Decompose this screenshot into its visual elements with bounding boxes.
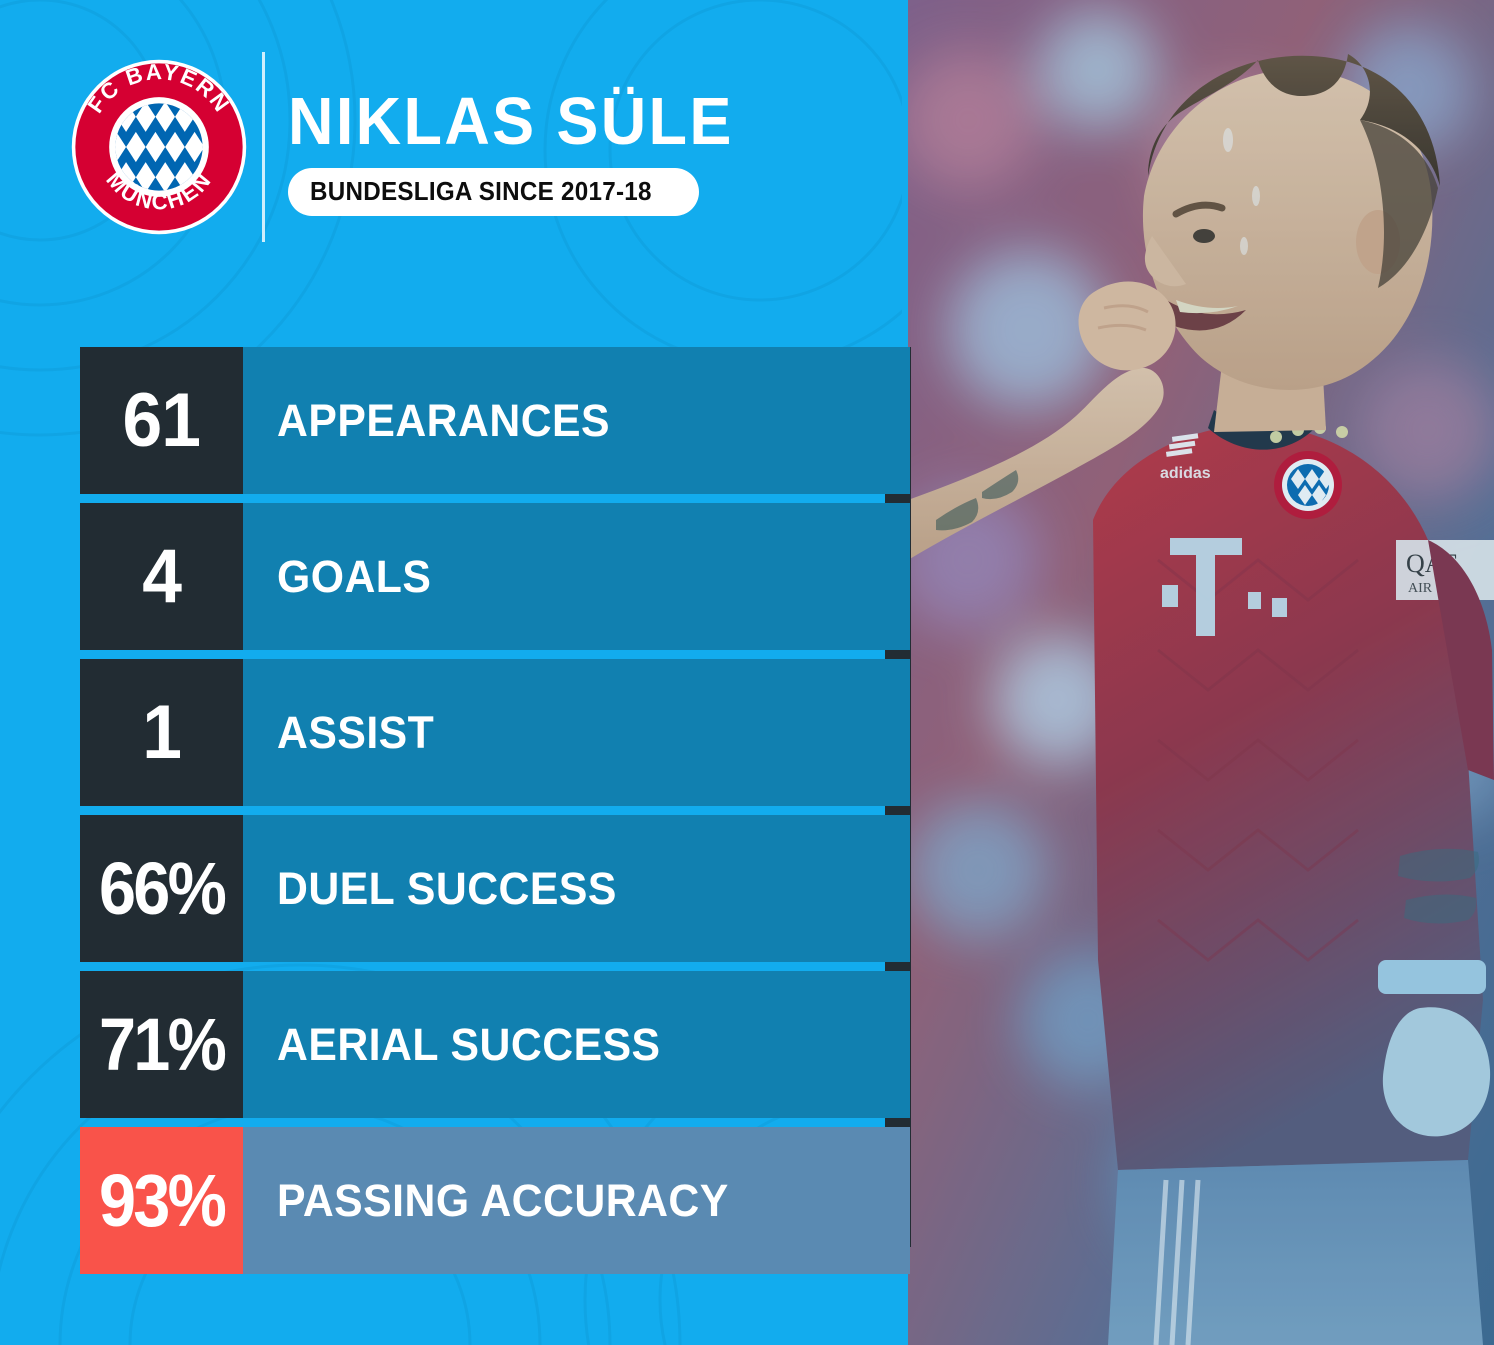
stat-value: 61 xyxy=(122,377,202,463)
stat-label: DUEL SUCCESS xyxy=(277,862,617,914)
title-block: NIKLAS SÜLE BUNDESLIGA SINCE 2017-18 xyxy=(288,88,888,216)
player-photo: adidas xyxy=(908,0,1494,1345)
stat-bar: ASSIST xyxy=(243,659,910,806)
stat-bar: GOALS xyxy=(243,503,910,650)
stat-bar-highlighted: PASSING ACCURACY xyxy=(243,1127,910,1274)
svg-text:AIR: AIR xyxy=(1408,581,1433,596)
page-title: NIKLAS SÜLE xyxy=(288,84,734,159)
stat-bar: APPEARANCES xyxy=(243,347,910,494)
stat-row: 1 ASSIST xyxy=(80,659,910,806)
stat-label: AERIAL SUCCESS xyxy=(277,1018,661,1070)
stat-value-box: 4 xyxy=(80,503,243,650)
stat-value: 71% xyxy=(98,1002,227,1086)
stat-row: 4 GOALS xyxy=(80,503,910,650)
stat-value: 66% xyxy=(98,846,227,930)
stat-value-box: 66% xyxy=(80,815,243,962)
stat-row-highlighted: 93% PASSING ACCURACY xyxy=(80,1127,910,1274)
stat-row: 61 APPEARANCES xyxy=(80,347,910,494)
stat-value-box: 1 xyxy=(80,659,243,806)
header-divider xyxy=(262,52,265,242)
fc-bayern-crest-icon: FC BAYERN MÜNCHEN xyxy=(70,58,248,236)
header: FC BAYERN MÜNCHEN NIKLAS SÜLE BUNDESLIGA… xyxy=(0,0,908,300)
stats-list: 61 APPEARANCES 4 GOALS 1 ASSIST 66% xyxy=(80,347,910,1283)
stat-label: GOALS xyxy=(277,550,432,602)
stat-row: 66% DUEL SUCCESS xyxy=(80,815,910,962)
stat-value-box: 61 xyxy=(80,347,243,494)
stat-label: PASSING ACCURACY xyxy=(277,1174,729,1226)
stat-row: 71% AERIAL SUCCESS xyxy=(80,971,910,1118)
stat-value-box-highlighted: 93% xyxy=(80,1127,243,1274)
stat-value: 93% xyxy=(98,1158,227,1242)
stat-label: APPEARANCES xyxy=(277,394,611,446)
stat-value: 4 xyxy=(142,533,182,619)
svg-text:adidas: adidas xyxy=(1160,465,1211,482)
stat-value-box: 71% xyxy=(80,971,243,1118)
stat-value: 1 xyxy=(142,689,182,775)
stat-label: ASSIST xyxy=(277,706,435,758)
subtitle-badge: BUNDESLIGA SINCE 2017-18 xyxy=(288,168,700,216)
subtitle-text: BUNDESLIGA SINCE 2017-18 xyxy=(310,176,652,206)
stat-bar: AERIAL SUCCESS xyxy=(243,971,910,1118)
stat-bar: DUEL SUCCESS xyxy=(243,815,910,962)
